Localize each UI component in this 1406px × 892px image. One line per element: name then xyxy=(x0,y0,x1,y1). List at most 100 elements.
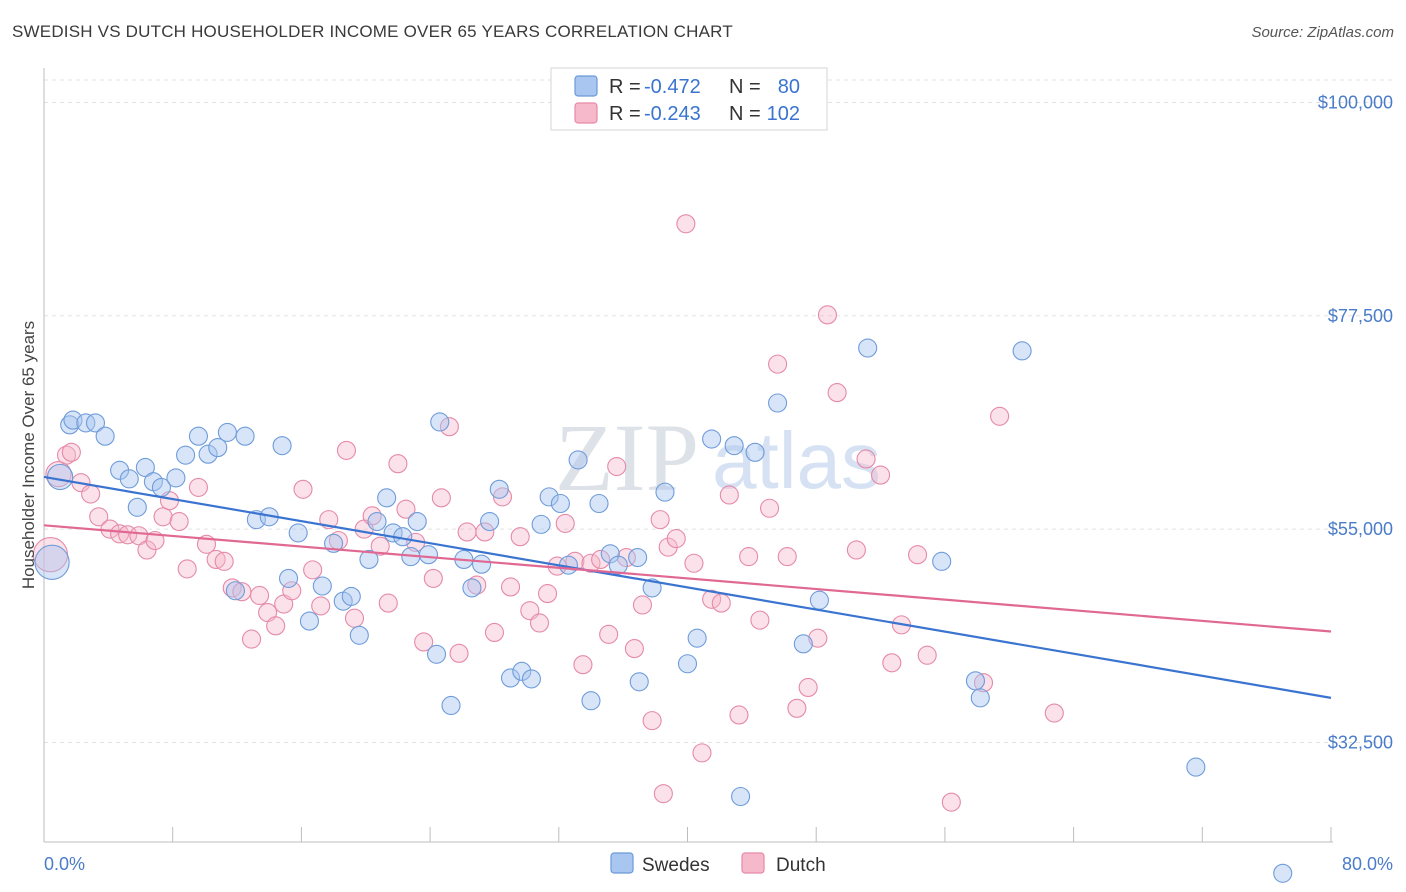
dutch-point xyxy=(61,442,81,462)
trend-lines xyxy=(43,475,1332,699)
swedes-trend-line xyxy=(43,475,1332,699)
watermark-atlas: atlas xyxy=(712,416,881,505)
swedes-point xyxy=(858,338,878,358)
dutch-point xyxy=(750,610,770,630)
dutch-point xyxy=(475,522,495,542)
dutch-point xyxy=(729,705,749,725)
swedes-point xyxy=(480,511,500,532)
dutch-point xyxy=(684,553,704,573)
swedes-point xyxy=(655,482,675,502)
dutch-point xyxy=(293,479,313,499)
dutch-point xyxy=(282,581,302,601)
swedes-point xyxy=(702,429,722,449)
swedes-point xyxy=(278,568,299,588)
dutch-point xyxy=(856,449,876,469)
dutch-point xyxy=(169,511,189,532)
swedes-point xyxy=(407,511,427,532)
swedes-point xyxy=(208,438,228,458)
swedes-point xyxy=(500,668,521,688)
legend-r-value-swedes: -0.472 xyxy=(644,76,701,98)
watermark: ZIP atlas xyxy=(555,404,881,511)
y-tick-label: $77,500 xyxy=(1328,306,1393,326)
legend-r-label-dutch: R = xyxy=(609,103,641,125)
x-tick-max: 80.0% xyxy=(1342,854,1393,874)
dutch-point xyxy=(266,616,286,636)
legend-r-label-swedes: R = xyxy=(609,76,641,98)
swedes-point xyxy=(932,551,952,571)
dutch-point xyxy=(529,613,550,633)
swedes-point xyxy=(349,625,369,645)
dutch-point xyxy=(870,465,891,485)
dutch-point xyxy=(917,645,937,665)
axes xyxy=(43,68,1333,843)
legend-r-value-dutch: -0.243 xyxy=(644,103,701,125)
swedes-point xyxy=(512,661,532,681)
swedes-point xyxy=(430,412,450,432)
y-axis-title: Householder Income Over 65 years xyxy=(19,321,38,589)
dutch-point xyxy=(808,628,828,648)
dutch-point xyxy=(702,589,722,609)
dutch-point xyxy=(439,417,459,437)
swedes-point xyxy=(198,444,218,464)
swedes-point xyxy=(628,548,648,568)
swedes-point xyxy=(367,511,387,532)
dutch-point xyxy=(719,485,739,505)
swedes-point xyxy=(85,413,106,433)
swedes-point xyxy=(46,463,74,491)
swedes-point xyxy=(135,457,155,478)
swedes-point xyxy=(539,487,559,507)
dutch-point xyxy=(777,547,797,567)
swedes-point xyxy=(34,544,70,580)
dutch-point xyxy=(632,595,653,615)
dutch-point xyxy=(827,383,847,403)
dutch-point xyxy=(484,622,505,643)
swedes-point xyxy=(217,422,237,442)
swedes-point xyxy=(965,671,986,691)
dutch-point xyxy=(768,354,788,374)
dutch-point xyxy=(110,524,130,544)
y-tick-label: $55,000 xyxy=(1328,519,1393,539)
swedes-point xyxy=(1012,341,1032,361)
dutch-point xyxy=(449,643,469,663)
bottom-legend-swatch-swedes xyxy=(610,852,634,874)
swedes-point xyxy=(731,786,751,807)
swedes-point xyxy=(176,445,196,465)
dutch-point xyxy=(457,522,477,542)
dutch-point xyxy=(599,624,619,644)
legend-n-label-swedes: N = xyxy=(729,76,761,98)
swedes-point xyxy=(299,611,319,631)
swedes-point xyxy=(970,688,990,708)
dutch-point xyxy=(177,559,197,579)
dutch-point xyxy=(81,484,101,504)
dutch-point xyxy=(431,488,451,508)
swedes-point xyxy=(166,468,186,488)
dutch-point xyxy=(817,305,838,325)
swedes-point xyxy=(642,578,662,598)
dutch-point xyxy=(973,673,994,693)
swedes-point xyxy=(127,497,147,517)
dutch-point xyxy=(214,551,234,571)
swedes-point xyxy=(272,436,292,456)
x-tick-labels: 0.0% 80.0% xyxy=(44,854,1393,874)
swedes-point xyxy=(608,555,628,575)
dutch-point xyxy=(89,507,109,527)
swedes-point xyxy=(745,442,765,462)
swedes-point xyxy=(441,695,461,716)
swedes-point xyxy=(724,436,744,456)
source-label: Source: ZipAtlas.com xyxy=(1251,24,1394,41)
dutch-point xyxy=(153,507,173,527)
dutch-point xyxy=(222,578,242,598)
dutch-point xyxy=(653,784,673,804)
dutch-point xyxy=(759,498,780,518)
dutch-points xyxy=(32,214,1064,812)
swedes-point xyxy=(531,514,551,534)
swedes-point xyxy=(568,450,588,470)
swedes-point xyxy=(188,426,208,446)
dutch-point xyxy=(787,698,807,718)
swedes-point xyxy=(341,586,361,606)
swedes-point xyxy=(119,469,139,489)
y-tick-label: $100,000 xyxy=(1318,92,1393,112)
dutch-trend-line xyxy=(43,524,1332,633)
series-legend: Swedes Dutch xyxy=(610,852,826,876)
